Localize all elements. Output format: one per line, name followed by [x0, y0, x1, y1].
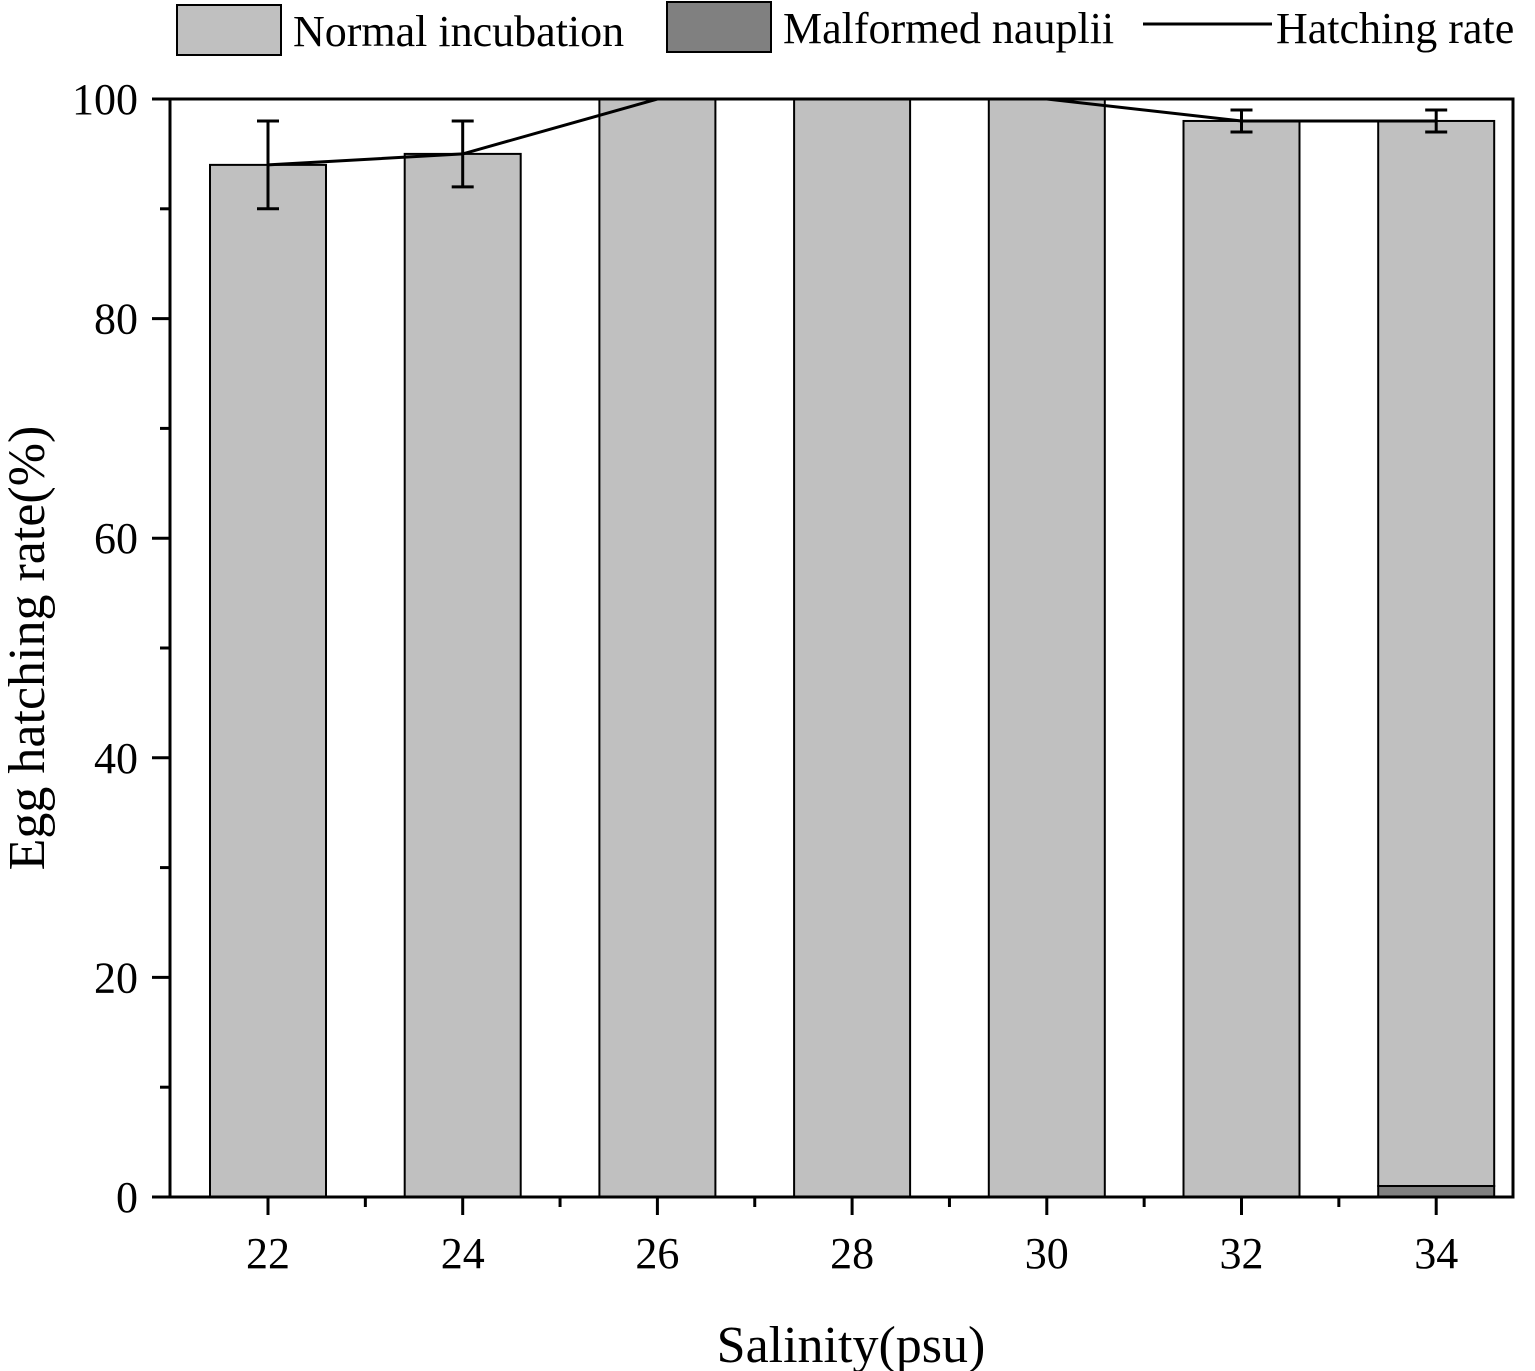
y-tick-label: 40 [94, 734, 138, 783]
x-tick-label: 34 [1414, 1229, 1458, 1278]
bar-malformed-34 [1377, 1185, 1496, 1199]
legend: Normal incubation Malformed nauplii Hatc… [176, 1, 1514, 56]
legend-label-hatching: Hatching rate [1276, 4, 1514, 53]
x-axis-title: Salinity(psu) [717, 1317, 986, 1371]
legend-label-malformed: Malformed nauplii [783, 4, 1114, 53]
x-tick-label: 32 [1220, 1229, 1264, 1278]
y-axis-title: Egg hatching rate(%) [0, 426, 56, 871]
y-tick-label: 60 [94, 514, 138, 563]
axes: 0 20 40 60 80 100 22 24 26 28 30 32 34 [72, 75, 1515, 1278]
y-tick-label: 80 [94, 295, 138, 344]
bar-normal-24 [403, 152, 522, 1198]
error-bar-24 [451, 119, 474, 189]
legend-swatch-malformed [666, 1, 772, 53]
x-tick-label: 26 [635, 1229, 679, 1278]
y-tick-label: 20 [94, 953, 138, 1002]
y-tick-label: 0 [116, 1173, 138, 1222]
x-tick-label: 24 [441, 1229, 485, 1278]
bar-normal-30 [987, 98, 1106, 1198]
bar-normal-26 [598, 98, 717, 1198]
bars [209, 98, 1496, 1199]
legend-label-normal: Normal incubation [293, 7, 624, 56]
legend-swatch-normal [176, 4, 282, 56]
bar-normal-32 [1182, 119, 1301, 1199]
x-tick-label: 28 [830, 1229, 874, 1278]
x-tick-label: 22 [246, 1229, 290, 1278]
y-tick-label: 100 [72, 75, 138, 124]
bar-normal-22 [209, 163, 327, 1198]
error-bar-34 [1425, 108, 1448, 134]
x-tick-label: 30 [1025, 1229, 1069, 1278]
error-bar-22 [257, 119, 279, 211]
bar-normal-28 [793, 98, 912, 1198]
bar-normal-34 [1377, 119, 1496, 1188]
error-bar-32 [1230, 108, 1253, 134]
